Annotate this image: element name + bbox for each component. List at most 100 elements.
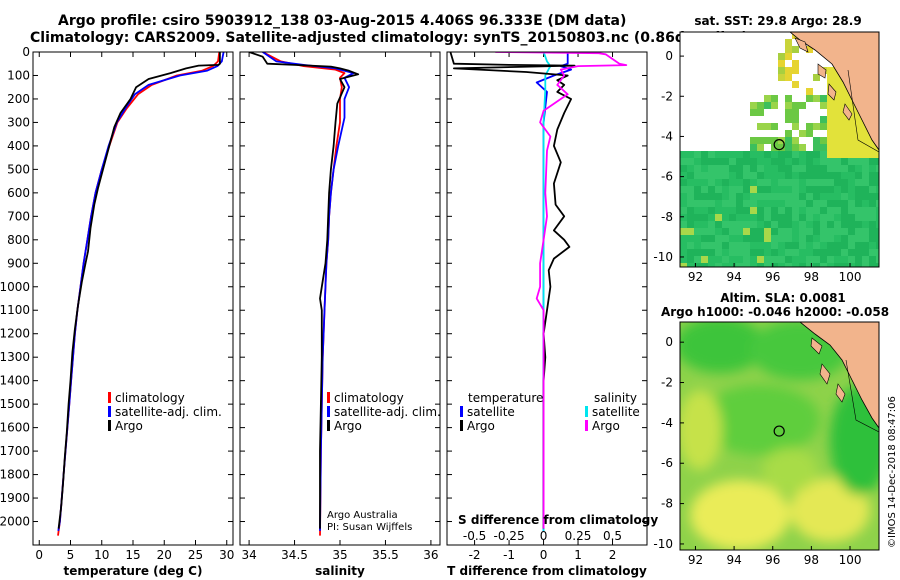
sst-pixel xyxy=(827,151,834,158)
sst-pixel xyxy=(771,221,778,228)
sst-pixel xyxy=(778,179,785,186)
x-tick-label: -1 xyxy=(503,548,515,562)
sst-pixel xyxy=(708,249,715,256)
sst-pixel xyxy=(813,200,820,207)
sst-pixel xyxy=(715,235,722,242)
sst-pixel xyxy=(792,200,799,207)
float-location-marker xyxy=(773,138,785,151)
sst-pixel xyxy=(757,123,764,130)
sst-pixel xyxy=(806,235,813,242)
salinity-axes: 34 34.5 35 35.5 36 xyxy=(240,51,440,562)
sst-pixel xyxy=(729,165,736,172)
sst-pixel xyxy=(743,228,750,235)
sst-pixel xyxy=(799,172,806,179)
sst-pixel xyxy=(841,221,848,228)
sst-pixel xyxy=(827,116,834,123)
lat-tick-label: -6 xyxy=(661,170,673,184)
sst-pixel xyxy=(799,151,806,158)
salinity-xlabel: salinity xyxy=(315,564,365,578)
sst-pixel xyxy=(729,221,736,228)
sst-pixel xyxy=(806,151,813,158)
sst-pixel xyxy=(848,109,855,116)
sst-pixel xyxy=(694,151,701,158)
sst-pixel xyxy=(841,123,848,130)
sst-pixel xyxy=(764,137,771,144)
sst-pixel xyxy=(722,263,729,267)
title-line-2: Climatology: CARS2009. Satellite-adjuste… xyxy=(30,30,748,46)
sst-pixel xyxy=(820,123,827,130)
sst-pixel xyxy=(771,256,778,263)
sst-pixel xyxy=(806,130,813,137)
sst-pixel xyxy=(694,221,701,228)
island xyxy=(827,83,837,101)
sst-pixel xyxy=(687,186,694,193)
sst-pixel xyxy=(806,46,813,53)
sst-pixel xyxy=(715,249,722,256)
temperature-frame xyxy=(32,51,234,546)
sst-pixel xyxy=(848,221,855,228)
sst-pixel xyxy=(701,200,708,207)
sst-pixel xyxy=(827,158,834,165)
sst-pixel xyxy=(792,123,799,130)
sst-pixel xyxy=(806,221,813,228)
sst-pixel xyxy=(799,263,806,267)
sst-pixel xyxy=(743,235,750,242)
sst-pixel xyxy=(806,123,813,130)
sst-pixel xyxy=(743,214,750,221)
sst-pixel xyxy=(708,214,715,221)
sst-pixel xyxy=(848,172,855,179)
sst-pixel xyxy=(820,179,827,186)
lon-tick-label: 98 xyxy=(804,553,819,567)
sst-pixel xyxy=(813,193,820,200)
sst-pixel xyxy=(687,200,694,207)
sst-pixel xyxy=(680,207,687,214)
series-line-s-argo xyxy=(495,52,628,529)
sst-pixel xyxy=(841,214,848,221)
sst-pixel xyxy=(799,102,806,109)
sst-pixel xyxy=(687,165,694,172)
salinity-panel: 34 34.5 35 35.5 36 climatology satellite-adj… xyxy=(239,51,441,578)
sst-pixel xyxy=(820,144,827,151)
sst-pixel xyxy=(848,228,855,235)
sst-pixel xyxy=(764,235,771,242)
sst-pixel xyxy=(771,102,778,109)
sst-pixel xyxy=(841,179,848,186)
sst-pixel xyxy=(729,193,736,200)
sst-pixel xyxy=(736,200,743,207)
sst-pixel xyxy=(876,165,879,172)
sst-pixel xyxy=(778,200,785,207)
sst-pixel xyxy=(715,200,722,207)
depth-tick-label: 300 xyxy=(7,115,30,129)
sst-pixel xyxy=(792,214,799,221)
sst-pixel xyxy=(778,263,785,267)
sst-pixel xyxy=(862,172,869,179)
legend-label-argo: Argo xyxy=(115,419,143,433)
sst-pixel xyxy=(869,256,876,263)
sst-pixel xyxy=(813,151,820,158)
legend-label-satellite: satellite-adj. clim. xyxy=(334,405,441,419)
sst-pixel xyxy=(750,158,757,165)
sst-pixel xyxy=(827,214,834,221)
sst-pixel xyxy=(729,214,736,221)
sst-pixel xyxy=(841,249,848,256)
sst-pixel xyxy=(736,179,743,186)
sst-pixel xyxy=(687,158,694,165)
sst-pixel xyxy=(743,249,750,256)
x-tick-label: 0 xyxy=(35,548,43,562)
sst-pixel xyxy=(848,214,855,221)
sst-pixel xyxy=(708,207,715,214)
sst-pixel xyxy=(834,249,841,256)
sst-pixel xyxy=(750,144,757,151)
sst-pixel xyxy=(701,207,708,214)
sst-pixel xyxy=(687,228,694,235)
sst-pixel xyxy=(743,207,750,214)
sst-pixel xyxy=(813,214,820,221)
sst-pixel xyxy=(694,193,701,200)
sst-pixel xyxy=(729,242,736,249)
sst-pixel xyxy=(869,200,876,207)
sst-pixel xyxy=(827,67,834,74)
sst-pixel xyxy=(876,263,879,267)
sst-pixel xyxy=(722,235,729,242)
sst-pixel xyxy=(750,235,757,242)
sst-pixel xyxy=(687,235,694,242)
